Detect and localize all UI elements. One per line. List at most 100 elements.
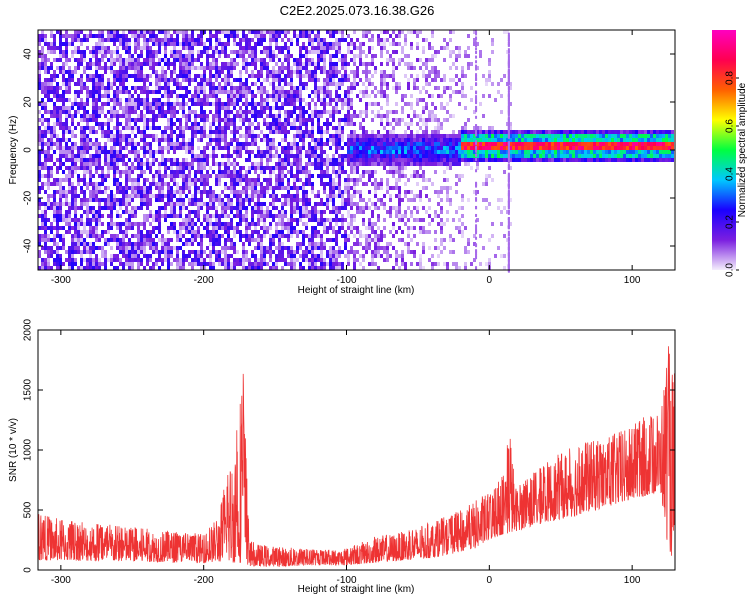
heatmap-cell: [137, 42, 140, 46]
heatmap-cell: [215, 250, 218, 254]
heatmap-cell: [86, 34, 89, 38]
heatmap-cell: [215, 206, 218, 210]
heatmap-cell: [338, 58, 341, 62]
heatmap-cell: [236, 182, 239, 186]
heatmap-cell: [203, 250, 206, 254]
heatmap-cell: [59, 110, 62, 114]
heatmap-cell: [224, 126, 227, 130]
heatmap-cell: [134, 246, 137, 250]
heatmap-cell: [86, 162, 89, 166]
heatmap-cell: [38, 242, 41, 246]
heatmap-cell: [206, 46, 209, 50]
heatmap-cell: [161, 138, 164, 142]
heatmap-cell: [116, 154, 119, 158]
heatmap-cell: [68, 178, 71, 182]
heatmap-cell: [65, 78, 68, 82]
heatmap-cell: [191, 222, 194, 226]
heatmap-cell: [89, 222, 92, 226]
heatmap-cell: [74, 98, 77, 102]
heatmap-cell: [326, 182, 329, 186]
heatmap-cell: [356, 166, 359, 170]
heatmap-cell: [83, 210, 86, 214]
heatmap-cell: [338, 142, 341, 146]
heatmap-cell: [251, 114, 254, 118]
heatmap-cell: [197, 198, 200, 202]
heatmap-cell: [386, 82, 389, 86]
heatmap-cell: [332, 70, 335, 74]
heatmap-cell: [305, 134, 308, 138]
heatmap-cell: [122, 38, 125, 42]
heatmap-cell: [122, 230, 125, 234]
heatmap-cell: [245, 130, 248, 134]
heatmap-cell: [362, 30, 365, 34]
heatmap-cell: [173, 174, 176, 178]
heatmap-cell: [80, 154, 83, 158]
heatmap-cell: [305, 222, 308, 226]
heatmap-cell: [170, 166, 173, 170]
heatmap-cell: [239, 150, 242, 154]
heatmap-cell: [86, 250, 89, 254]
heatmap-cell: [245, 42, 248, 46]
heatmap-cell: [158, 146, 161, 150]
heatmap-cell: [188, 34, 191, 38]
heatmap-cell: [395, 210, 398, 214]
heatmap-cell: [386, 74, 389, 78]
heatmap-cell: [83, 150, 86, 154]
heatmap-cell: [287, 54, 290, 58]
heatmap-cell: [296, 186, 299, 190]
heatmap-cell: [203, 134, 206, 138]
heatmap-cell: [107, 174, 110, 178]
heatmap-cell: [365, 170, 368, 174]
heatmap-cell: [224, 122, 227, 126]
heatmap-cell: [143, 198, 146, 202]
heatmap-cell: [326, 86, 329, 90]
heatmap-cell: [146, 110, 149, 114]
heatmap-cell: [125, 78, 128, 82]
heatmap-cell: [50, 230, 53, 234]
heatmap-cell: [158, 90, 161, 94]
heatmap-cell: [251, 214, 254, 218]
heatmap-cell: [101, 182, 104, 186]
heatmap-cell: [272, 266, 275, 270]
heatmap-cell: [386, 38, 389, 42]
heatmap-cell: [56, 90, 59, 94]
heatmap-cell: [314, 206, 317, 210]
heatmap-cell: [377, 162, 380, 166]
heatmap-cell: [161, 162, 164, 166]
heatmap-cell: [308, 258, 311, 262]
heatmap-cell: [272, 78, 275, 82]
heatmap-cell: [272, 242, 275, 246]
heatmap-cell: [92, 162, 95, 166]
heatmap-cell: [338, 50, 341, 54]
heatmap-cell: [398, 214, 401, 218]
heatmap-cell: [350, 86, 353, 90]
heatmap-cell: [140, 50, 143, 54]
heatmap-cell: [263, 186, 266, 190]
heatmap-cell: [338, 246, 341, 250]
heatmap-cell: [212, 262, 215, 266]
heatmap-cell: [227, 122, 230, 126]
heatmap-cell: [320, 98, 323, 102]
heatmap-cell: [377, 102, 380, 106]
heatmap-cell: [92, 130, 95, 134]
heatmap-cell: [278, 258, 281, 262]
heatmap-cell: [239, 170, 242, 174]
heatmap-cell: [107, 150, 110, 154]
heatmap-cell: [224, 34, 227, 38]
heatmap-cell: [161, 38, 164, 42]
heatmap-cell: [104, 86, 107, 90]
heatmap-cell: [134, 126, 137, 130]
heatmap-cell: [47, 86, 50, 90]
heatmap-cell: [65, 90, 68, 94]
heatmap-cell: [128, 98, 131, 102]
heatmap-cell: [359, 90, 362, 94]
heatmap-cell: [62, 234, 65, 238]
heatmap-cell: [137, 38, 140, 42]
heatmap-cell: [152, 50, 155, 54]
heatmap-cell: [170, 106, 173, 110]
heatmap-cell: [389, 242, 392, 246]
heatmap-cell: [239, 230, 242, 234]
heatmap-cell: [47, 110, 50, 114]
heatmap-cell: [44, 54, 47, 58]
heatmap-cell: [89, 262, 92, 266]
